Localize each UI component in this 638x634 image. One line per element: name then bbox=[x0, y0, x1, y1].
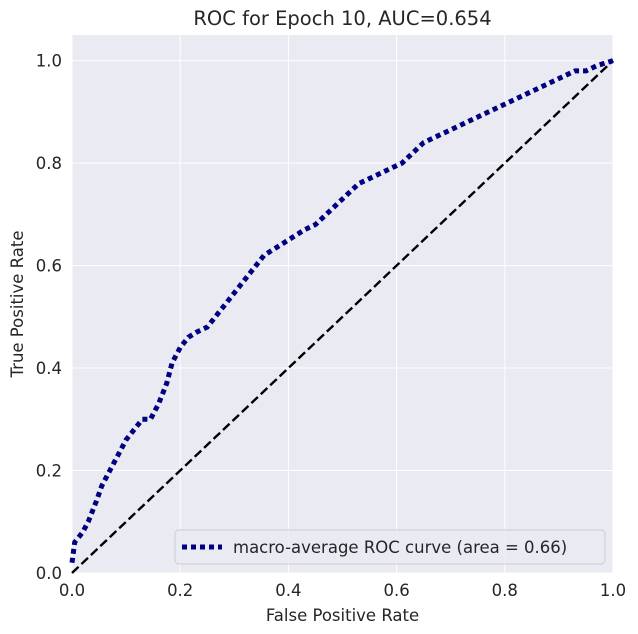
y-ticks: 0.0 0.2 0.4 0.6 0.8 1.0 bbox=[36, 52, 62, 583]
roc-curve-line bbox=[69, 58, 614, 564]
y-tick-label: 0.6 bbox=[36, 257, 62, 276]
x-tick-label: 0.8 bbox=[492, 581, 518, 600]
x-tick-label: 0.0 bbox=[59, 581, 85, 600]
series-layer bbox=[69, 58, 614, 574]
y-axis-label: True Positive Rate bbox=[8, 231, 27, 379]
x-ticks: 0.0 0.2 0.4 0.6 0.8 1.0 bbox=[59, 581, 626, 600]
legend-label: macro-average ROC curve (area = 0.66) bbox=[233, 538, 567, 557]
y-tick-label: 1.0 bbox=[36, 52, 62, 71]
y-tick-label: 0.0 bbox=[36, 564, 62, 583]
y-tick-label: 0.4 bbox=[36, 359, 62, 378]
y-tick-label: 0.8 bbox=[36, 154, 62, 173]
legend-box bbox=[174, 529, 606, 565]
legend: macro-average ROC curve (area = 0.66) bbox=[174, 529, 606, 565]
x-tick-label: 1.0 bbox=[600, 581, 626, 600]
x-tick-label: 0.2 bbox=[167, 581, 193, 600]
y-tick-label: 0.2 bbox=[36, 462, 62, 481]
x-axis-label: False Positive Rate bbox=[266, 606, 419, 625]
grid-lines bbox=[71, 35, 614, 574]
chance-diagonal-line bbox=[71, 59, 614, 574]
chart-title: ROC for Epoch 10, AUC=0.654 bbox=[193, 7, 491, 30]
x-tick-label: 0.4 bbox=[275, 581, 301, 600]
plot-area bbox=[72, 35, 613, 573]
x-tick-label: 0.6 bbox=[383, 581, 409, 600]
